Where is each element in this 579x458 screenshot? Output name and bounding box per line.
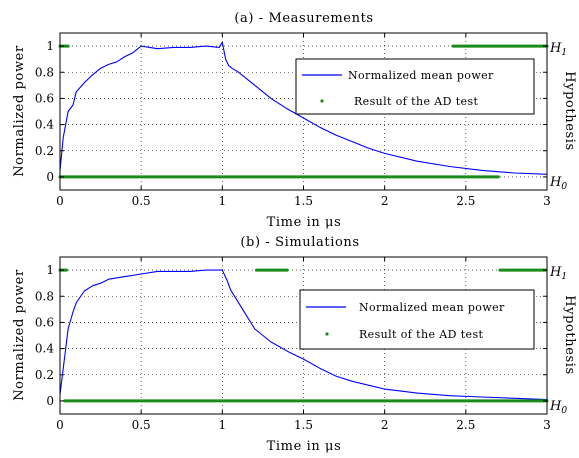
legend: Normalized mean power Result of the AD t… [295,58,535,115]
y-tick-label: 0.8 [35,65,54,79]
x-tick-label: 0 [56,194,64,208]
x-tick-label: 3 [543,194,551,208]
legend-dot-swatch [325,332,329,336]
panel-measurements: (a) - Measurements 0 0.5 1 1.5 2 2.5 300.20.40… [12,11,577,230]
tick-label-h1: H1 [549,41,567,58]
y-tick-label: 0.4 [35,342,54,356]
tick-label-h0: H0 [549,399,567,416]
y-tick-label: 0.2 [35,144,54,158]
tick-label-h0: H0 [549,175,567,192]
x-tick-label: 0.5 [132,194,151,208]
y-tick-label: 0.6 [35,91,54,105]
x-tick-label: 2 [381,194,389,208]
x-tick-label: 2.5 [456,194,475,208]
x-tick-label: 0 [56,418,64,432]
x-tick-label: 2.5 [456,418,475,432]
tick-label-h1-sub: 1 [561,272,567,282]
legend-box [295,58,535,115]
y-tick-label: 0.2 [35,368,54,382]
y-tick-label: 0.4 [35,118,54,132]
y-tick-label: 0.8 [35,289,54,303]
y-axis-right-label: Hypothesis [562,295,577,375]
x-tick-label: 2 [381,418,389,432]
y-tick-label: 0 [46,394,54,408]
y-tick-label: 1 [46,39,54,53]
x-tick-label: 1 [219,194,227,208]
tick-label-h0-sub: 0 [561,406,567,416]
legend-label-ad-test: Result of the AD test [359,328,483,341]
y-tick-label: 1 [46,263,54,277]
y-tick-label: 0.6 [35,315,54,329]
y-tick-label: 0 [46,170,54,184]
x-tick-label: 1 [219,418,227,432]
legend-label-mean-power: Normalized mean power [359,301,505,314]
y-axis-right-label: Hypothesis [562,71,577,151]
tick-label-h0-sub: 0 [561,182,567,192]
legend-box [299,289,535,350]
tick-label-h1: H1 [549,265,567,282]
series-line-mean-power [59,269,548,401]
x-tick-label: 1.5 [294,194,313,208]
legend-dot-swatch [320,99,324,103]
x-tick-label: 1.5 [294,418,313,432]
legend: Normalized mean power Result of the AD t… [299,289,535,350]
x-tick-label: 3 [543,418,551,432]
chart-title: (b) - Simulations [240,235,359,250]
legend-label-ad-test: Result of the AD test [354,95,478,108]
x-axis-label: Time in μs [267,215,342,230]
legend-label-mean-power: Normalized mean power [348,69,494,82]
x-axis-label-text: Time in μs [267,215,342,230]
panel-simulations: (b) - Simulations 0 0.5 1 1.5 2 2.5 300.20.40.… [12,235,577,454]
tick-label-h1-sub: 1 [561,48,567,58]
x-axis-label-text: Time in μs [267,439,342,454]
y-axis-label: Normalized power [12,269,27,401]
series-line-mean-power [59,41,548,175]
chart-title: (a) - Measurements [234,11,373,26]
x-tick-label: 0.5 [132,418,151,432]
x-axis-label: Time in μs [267,439,342,454]
y-axis-label: Normalized power [12,45,27,177]
